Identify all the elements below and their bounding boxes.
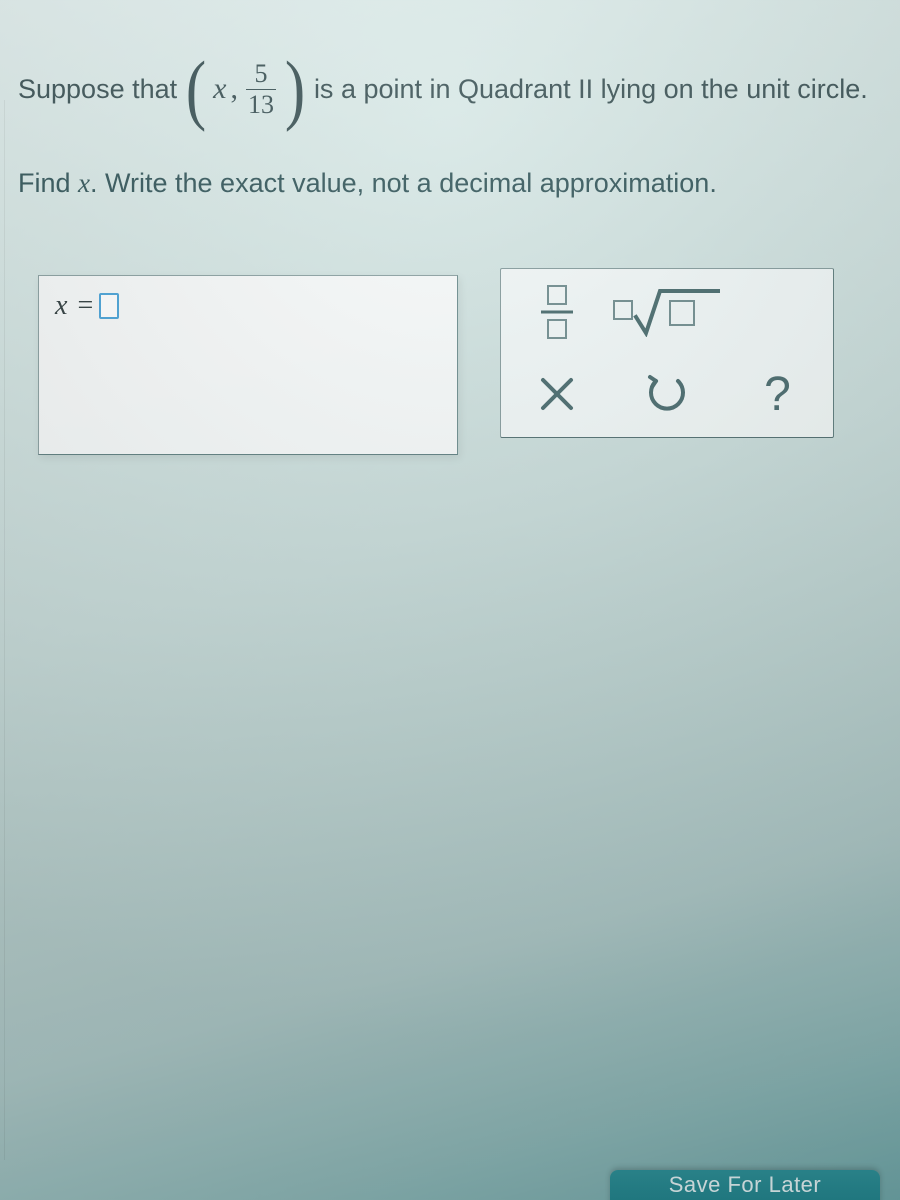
save-for-later-label: Save For Later bbox=[669, 1172, 822, 1198]
instruction-x: x bbox=[78, 168, 90, 198]
problem-instruction: Find x. Write the exact value, not a dec… bbox=[18, 168, 882, 199]
answer-equals: = bbox=[71, 290, 99, 322]
help-button[interactable]: ? bbox=[734, 361, 821, 427]
point-x-label: x bbox=[213, 72, 230, 106]
instruction-before: Find bbox=[18, 168, 78, 198]
fraction-tool[interactable] bbox=[513, 279, 600, 345]
left-paren: ( bbox=[186, 50, 206, 128]
tool-panel: ? bbox=[500, 268, 834, 438]
instruction-after: . Write the exact value, not a decimal a… bbox=[90, 168, 717, 198]
answer-box[interactable]: x = bbox=[38, 275, 458, 455]
save-for-later-button[interactable]: Save For Later bbox=[610, 1170, 880, 1200]
problem-prefix: Suppose that bbox=[18, 74, 177, 105]
undo-button[interactable] bbox=[612, 361, 722, 427]
clear-button[interactable] bbox=[513, 361, 600, 427]
right-paren: ) bbox=[285, 50, 305, 128]
answer-input-slot[interactable] bbox=[99, 293, 119, 319]
question-icon: ? bbox=[764, 367, 791, 422]
answer-variable: x bbox=[55, 290, 71, 322]
problem-statement-line-1: Suppose that ( x , 5 13 ) is a point in … bbox=[18, 50, 882, 128]
point-fraction: 5 13 bbox=[246, 61, 276, 118]
fraction-denominator: 13 bbox=[246, 90, 276, 118]
radical-tool[interactable] bbox=[612, 279, 722, 345]
problem-suffix: is a point in Quadrant II lying on the u… bbox=[314, 74, 868, 105]
fraction-numerator: 5 bbox=[252, 61, 269, 89]
